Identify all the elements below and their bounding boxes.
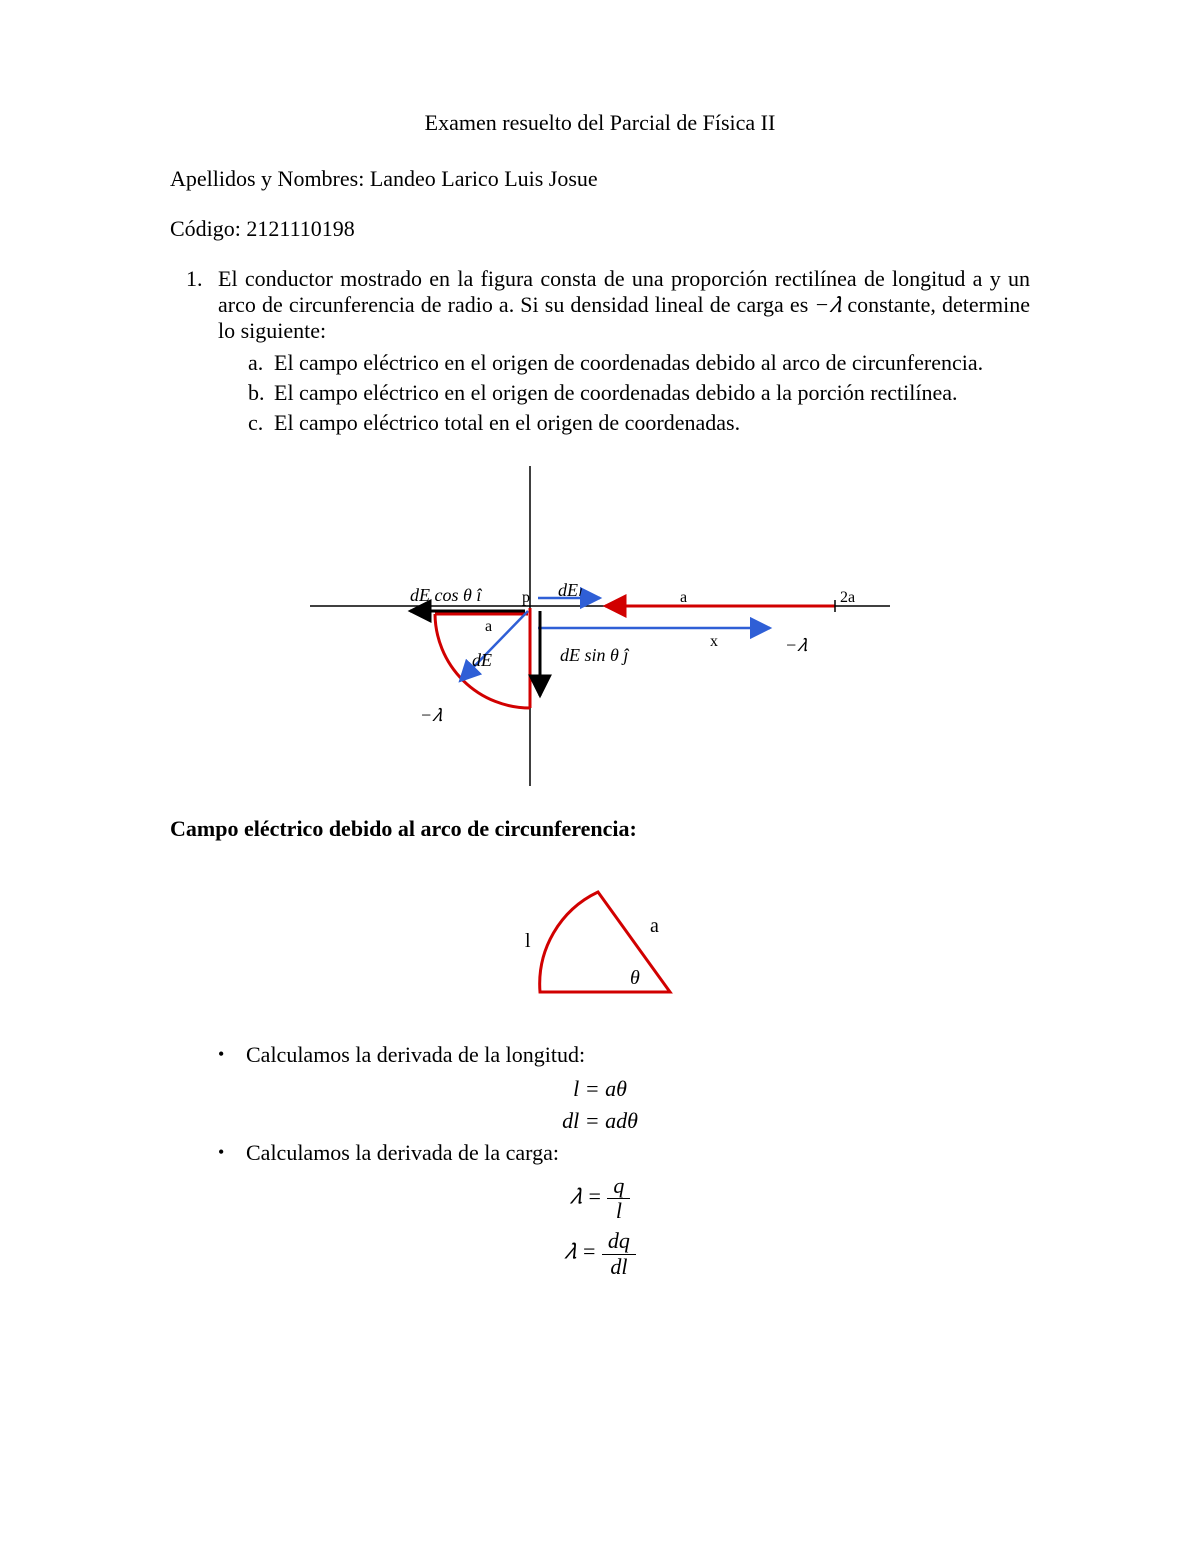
bullet-1: • Calculamos la derivada de la longitud: — [218, 1042, 1030, 1068]
fig1-dEsin: dE sin θ ĵ — [560, 645, 629, 665]
name-line: Apellidos y Nombres: Landeo Larico Luis … — [170, 166, 1030, 192]
eq-3: 𝜆 = q l — [170, 1174, 1030, 1223]
bullet-2: • Calculamos la derivada de la carga: — [218, 1140, 1030, 1166]
eq4-den: dl — [602, 1255, 636, 1279]
fig1-x: x — [710, 633, 718, 650]
eq4-lhs: 𝜆 = — [564, 1239, 596, 1264]
figure-1: p a a 2a x −𝜆 −𝜆 dE dEₗ dE cos θ î dE si… — [300, 456, 900, 796]
q1-number: 1. — [186, 266, 203, 292]
eq-4: 𝜆 = dq dl — [170, 1229, 1030, 1278]
q1-a: a. El campo eléctrico en el origen de co… — [248, 350, 1030, 376]
q1-b-letter: b. — [248, 380, 265, 406]
code-line: Código: 2121110198 — [170, 216, 1030, 242]
fig2-l: l — [525, 930, 531, 952]
bullet-dot-icon: • — [218, 1044, 224, 1065]
q1-c-text: El campo eléctrico total en el origen de… — [274, 410, 740, 435]
eq-2: dl = adθ — [170, 1108, 1030, 1134]
fig1-lambda-arc: −𝜆 — [420, 705, 442, 725]
eq3-lhs: 𝜆 = — [570, 1184, 602, 1209]
q1-b-text: El campo eléctrico en el origen de coord… — [274, 380, 958, 405]
doc-title: Examen resuelto del Parcial de Física II — [170, 110, 1030, 136]
figure-2: l a θ — [490, 862, 710, 1022]
fig1-dEcos: dE cos θ î — [410, 585, 482, 605]
fig1-a-left: a — [485, 618, 492, 635]
question-1: 1. El conductor mostrado en la figura co… — [218, 266, 1030, 436]
eq3-num: q — [607, 1174, 630, 1199]
fig1-dEl: dEₗ — [558, 580, 583, 600]
q1-lambda: −𝜆 — [814, 292, 841, 317]
fig2-theta: θ — [630, 967, 640, 989]
q1-b: b. El campo eléctrico en el origen de co… — [248, 380, 1030, 406]
fig2-a: a — [650, 915, 659, 937]
bullet-1-text: Calculamos la derivada de la longitud: — [246, 1042, 585, 1067]
fig1-dE: dE — [472, 650, 492, 670]
page: Examen resuelto del Parcial de Física II… — [0, 0, 1200, 1553]
fig1-2a: 2a — [840, 589, 855, 606]
eq-1: l = aθ — [170, 1076, 1030, 1102]
q1-c-letter: c. — [248, 410, 263, 436]
bullet-dot-icon: • — [218, 1142, 224, 1163]
eq4-frac: dq dl — [602, 1229, 636, 1278]
bullet-2-text: Calculamos la derivada de la carga: — [246, 1140, 559, 1165]
eq3-den: l — [607, 1199, 630, 1223]
q1-a-text: El campo eléctrico en el origen de coord… — [274, 350, 983, 375]
fig1-a-right: a — [680, 589, 687, 606]
section-arc-heading: Campo eléctrico debido al arco de circun… — [170, 816, 1030, 842]
q1-a-letter: a. — [248, 350, 263, 376]
fig1-p-label: p — [522, 589, 530, 606]
eq3-frac: q l — [607, 1174, 630, 1223]
eq4-num: dq — [602, 1229, 636, 1254]
fig1-lambda-right: −𝜆 — [785, 635, 807, 655]
q1-c: c. El campo eléctrico total en el origen… — [248, 410, 1030, 436]
q1-sublist: a. El campo eléctrico en el origen de co… — [248, 350, 1030, 436]
